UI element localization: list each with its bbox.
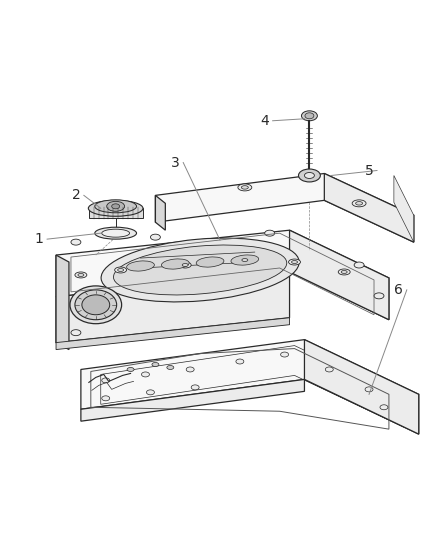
Polygon shape — [324, 173, 414, 242]
Ellipse shape — [191, 385, 199, 390]
Ellipse shape — [305, 113, 314, 119]
Polygon shape — [394, 175, 414, 242]
Ellipse shape — [102, 396, 110, 401]
Ellipse shape — [341, 270, 347, 273]
Text: 3: 3 — [171, 156, 180, 169]
Polygon shape — [81, 379, 304, 421]
Ellipse shape — [374, 293, 384, 299]
Ellipse shape — [365, 387, 373, 392]
Ellipse shape — [118, 269, 124, 271]
Polygon shape — [155, 196, 165, 230]
Ellipse shape — [231, 255, 259, 265]
Ellipse shape — [186, 367, 194, 372]
Ellipse shape — [127, 261, 154, 271]
Ellipse shape — [95, 227, 137, 239]
Ellipse shape — [115, 267, 127, 273]
Ellipse shape — [107, 201, 124, 211]
Ellipse shape — [292, 261, 297, 263]
Ellipse shape — [179, 262, 191, 268]
Ellipse shape — [265, 230, 275, 236]
Polygon shape — [304, 340, 419, 434]
Ellipse shape — [380, 405, 388, 410]
Text: 2: 2 — [71, 188, 80, 203]
Ellipse shape — [101, 238, 299, 302]
Polygon shape — [56, 272, 290, 343]
Ellipse shape — [167, 366, 174, 369]
Text: 5: 5 — [365, 164, 374, 177]
Ellipse shape — [71, 330, 81, 336]
Ellipse shape — [356, 201, 363, 205]
Ellipse shape — [95, 200, 137, 213]
Ellipse shape — [112, 204, 120, 209]
Ellipse shape — [88, 200, 143, 216]
Ellipse shape — [102, 229, 130, 237]
Ellipse shape — [127, 367, 134, 372]
Ellipse shape — [78, 273, 84, 277]
Ellipse shape — [236, 359, 244, 364]
Ellipse shape — [196, 257, 224, 267]
Polygon shape — [56, 255, 69, 350]
Ellipse shape — [182, 263, 188, 266]
Ellipse shape — [82, 295, 110, 315]
Ellipse shape — [71, 239, 81, 245]
Ellipse shape — [75, 272, 87, 278]
Text: 6: 6 — [394, 283, 403, 297]
Ellipse shape — [75, 290, 117, 320]
Ellipse shape — [70, 286, 122, 324]
Polygon shape — [81, 340, 419, 434]
Ellipse shape — [325, 367, 333, 372]
Ellipse shape — [162, 259, 189, 269]
Text: 1: 1 — [35, 232, 44, 246]
Ellipse shape — [141, 372, 149, 377]
Polygon shape — [155, 173, 414, 242]
Ellipse shape — [150, 234, 160, 240]
Ellipse shape — [238, 184, 252, 191]
Ellipse shape — [301, 111, 318, 121]
Ellipse shape — [102, 378, 110, 383]
Polygon shape — [56, 318, 290, 350]
Ellipse shape — [304, 173, 314, 179]
Ellipse shape — [113, 245, 287, 295]
Text: 4: 4 — [260, 114, 269, 128]
Ellipse shape — [152, 362, 159, 367]
Ellipse shape — [241, 185, 248, 189]
Ellipse shape — [281, 352, 289, 357]
Polygon shape — [290, 230, 389, 320]
Ellipse shape — [354, 262, 364, 268]
Ellipse shape — [352, 200, 366, 207]
Ellipse shape — [242, 259, 248, 262]
Polygon shape — [56, 230, 389, 320]
Polygon shape — [89, 208, 144, 218]
Ellipse shape — [338, 269, 350, 275]
Ellipse shape — [146, 390, 155, 395]
Ellipse shape — [289, 259, 300, 265]
Ellipse shape — [239, 257, 251, 263]
Ellipse shape — [298, 169, 320, 182]
